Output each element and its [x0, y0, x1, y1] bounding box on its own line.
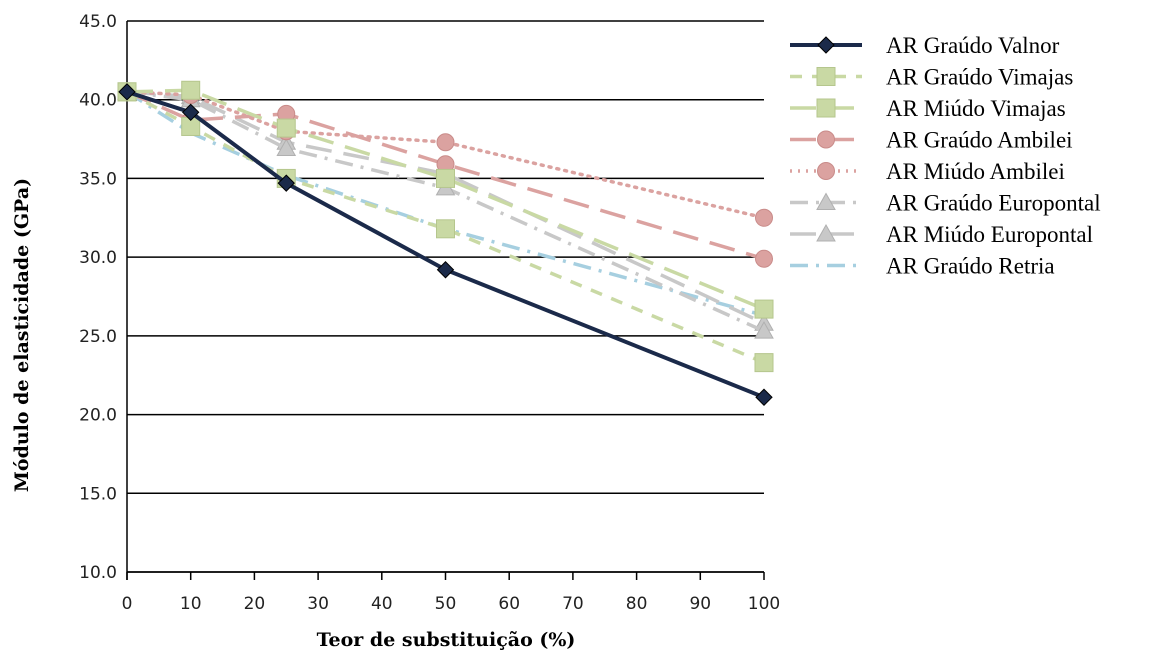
data-point: [755, 208, 773, 227]
y-tick-label: 15.0: [79, 484, 117, 504]
legend-item: AR Miúdo Europontal: [790, 222, 1093, 247]
legend-item: AR Graúdo Retria: [790, 254, 1055, 279]
data-point: [755, 388, 773, 406]
series-5: [117, 81, 774, 339]
legend-label: AR Graúdo Retria: [886, 254, 1055, 279]
legend-label: AR Miúdo Europontal: [886, 222, 1093, 247]
data-point: [754, 321, 774, 339]
y-tick-label: 25.0: [79, 327, 117, 347]
legend-label: AR Graúdo Ambilei: [886, 128, 1073, 153]
x-tick-label: 40: [371, 594, 393, 614]
legend-label: AR Graúdo Europontal: [886, 191, 1101, 216]
legend-label: AR Miúdo Ambilei: [886, 159, 1065, 184]
legend-item: AR Graúdo Europontal: [790, 191, 1101, 216]
y-tick-labels: 10.0 15.0 20.0 25.0 30.0 35.0 40.0 45.0: [79, 12, 117, 583]
legend-item: AR Graúdo Vimajas: [790, 65, 1073, 90]
x-tick-label: 80: [626, 594, 648, 614]
series-7: [126, 90, 765, 318]
axes: [126, 21, 764, 580]
legend-swatch-marker: [816, 192, 836, 210]
data-point: [181, 103, 200, 122]
data-point: [754, 299, 774, 319]
data-point: [276, 118, 296, 138]
data-point: [436, 261, 455, 279]
data-point: [118, 83, 136, 101]
series-line: [126, 90, 765, 333]
legend-item: AR Miúdo Vimajas: [790, 96, 1066, 121]
data-point: [277, 174, 295, 192]
y-tick-label: 10.0: [79, 563, 117, 583]
x-axis-title: Teor de substituição (%): [317, 629, 576, 651]
legend-swatch-marker: [817, 130, 835, 149]
legend-label: AR Graúdo Vimajas: [886, 65, 1073, 90]
legend-item: AR Miúdo Ambilei: [790, 159, 1065, 184]
x-tick-label: 20: [244, 594, 266, 614]
data-point: [436, 168, 455, 188]
x-tick-label: 60: [498, 594, 520, 614]
x-tick-label: 90: [689, 594, 711, 614]
x-tick-label: 0: [122, 594, 133, 614]
data-point: [436, 133, 455, 152]
legend: AR Graúdo Valnor AR Graúdo Vimajas AR Miúd…: [790, 33, 1101, 279]
legend-swatch-marker: [816, 98, 836, 118]
y-tick-label: 45.0: [79, 12, 117, 32]
legend-item: AR Graúdo Ambilei: [790, 128, 1073, 153]
y-tick-label: 20.0: [79, 406, 117, 426]
data-point: [181, 80, 201, 100]
x-tick-label: 10: [180, 594, 202, 614]
legend-item: AR Graúdo Valnor: [790, 33, 1060, 58]
series-layer: [117, 80, 774, 406]
series-1: [117, 82, 774, 373]
legend-swatch-marker: [816, 223, 836, 242]
y-axis-title: Módulo de elasticidade (GPa): [11, 178, 33, 492]
legend-swatch-marker: [817, 36, 835, 54]
series-line: [126, 90, 765, 325]
x-tick-label: 50: [435, 594, 457, 614]
legend-swatch-marker: [817, 162, 835, 180]
x-tick-label: 30: [307, 594, 329, 614]
x-tick-label: 70: [562, 594, 584, 614]
legend-label: AR Miúdo Vimajas: [886, 96, 1066, 121]
y-tick-label: 35.0: [79, 169, 117, 189]
data-point: [276, 138, 297, 157]
y-tick-label: 30.0: [79, 248, 117, 268]
data-point: [755, 249, 773, 268]
legend-label: AR Graúdo Valnor: [886, 33, 1060, 58]
series-line: [126, 90, 765, 318]
series-line: [125, 90, 766, 220]
x-tick-labels: 0 10 20 30 40 50 60 70 80 90 100: [122, 572, 780, 614]
data-point: [754, 353, 774, 373]
series-0: [118, 83, 773, 406]
legend-swatch-marker: [816, 67, 836, 86]
x-tick-label: 100: [748, 594, 780, 614]
data-point: [436, 219, 455, 239]
y-tick-label: 40.0: [79, 91, 117, 111]
series-4: [118, 82, 773, 227]
